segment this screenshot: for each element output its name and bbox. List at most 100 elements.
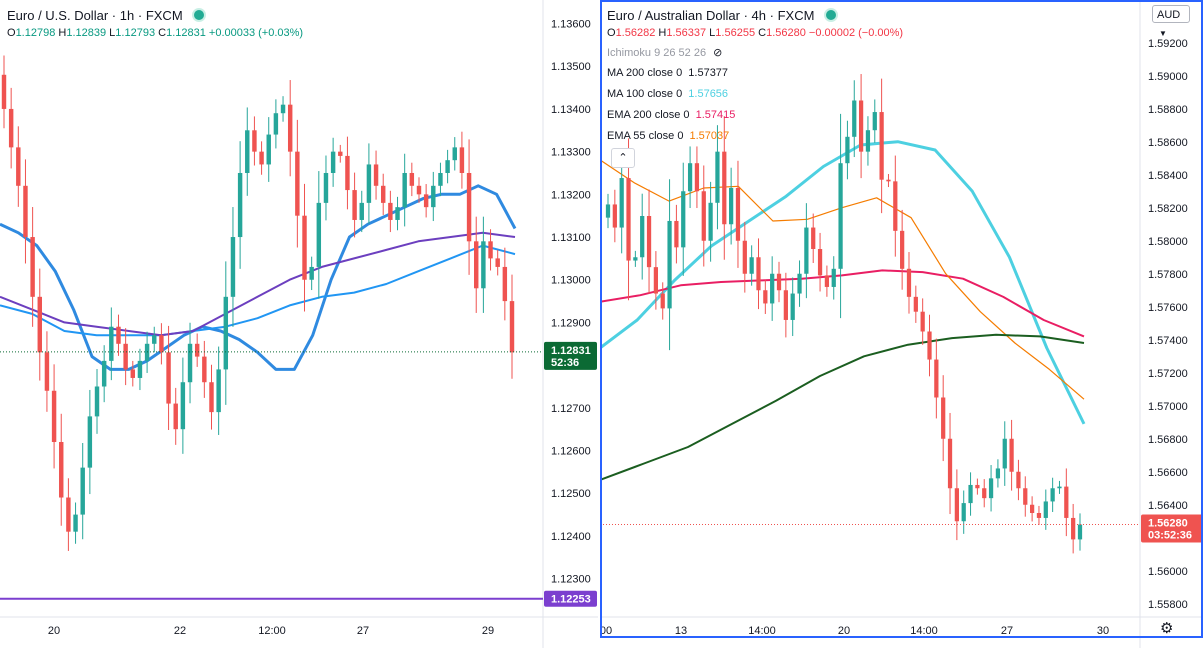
right-chart-canvas[interactable]: 1.59200 1.59000 1.58800 1.58600 1.58400 1.582… <box>600 0 1203 648</box>
candle-body <box>345 155 350 191</box>
candle-body <box>947 438 953 489</box>
right-symbol-header[interactable]: Euro / Australian Dollar · 4h · FXCM <box>607 8 839 23</box>
chevron-up-icon: ⌃ <box>618 152 628 164</box>
countdown-value: 52:36 <box>551 357 579 369</box>
price-tick-label: 1.55800 <box>1148 599 1188 611</box>
candle-body <box>359 202 364 220</box>
candle-body <box>681 191 686 248</box>
candle-body <box>44 352 50 391</box>
indicator-ma100[interactable]: MA 100 close 0 1.57656 <box>607 88 729 100</box>
candle-body <box>1002 438 1007 469</box>
candle-body <box>495 258 500 267</box>
ma-line <box>0 184 517 371</box>
candle-body <box>431 185 436 208</box>
time-tick-label: 29 <box>482 625 494 637</box>
candle-body <box>1057 486 1062 489</box>
candle-body <box>423 194 429 208</box>
candle-body <box>804 227 809 274</box>
time-tick-label: 22 <box>174 625 186 637</box>
left-chart-pane[interactable]: 1.13600 1.13500 1.13400 1.13300 1.13200 1.131… <box>0 0 598 648</box>
candle-body <box>988 478 994 499</box>
candle-body <box>323 172 329 203</box>
price-tick-label: 1.58800 <box>1148 104 1188 116</box>
price-tick-label: 1.57200 <box>1148 368 1188 380</box>
candle-body <box>763 290 768 304</box>
candle-body <box>1043 501 1048 518</box>
candle-body <box>770 273 775 304</box>
candle-body <box>380 185 386 203</box>
candle-body <box>137 360 143 378</box>
candle-body <box>858 100 864 152</box>
price-tick-label: 1.13200 <box>551 189 591 201</box>
candle-body <box>302 215 307 280</box>
market-status-icon <box>192 8 207 22</box>
candle-body <box>612 204 617 228</box>
candle-body <box>640 216 645 258</box>
candle-body <box>509 301 515 353</box>
candle-body <box>1036 513 1042 518</box>
candle-body <box>152 335 157 344</box>
candle-body <box>59 442 64 498</box>
candle-body <box>742 240 747 274</box>
left-timeframe: 1h <box>119 8 135 23</box>
left-chart-canvas[interactable]: 1.13600 1.13500 1.13400 1.13300 1.13200 1.131… <box>0 0 598 648</box>
candle-body <box>879 112 884 180</box>
candle-body <box>388 202 393 220</box>
indicator-ichimoku[interactable]: Ichimoku 9 26 52 26 ⊘ <box>607 47 723 59</box>
gear-icon[interactable]: ⚙ <box>1160 620 1174 637</box>
candle-body <box>797 273 802 294</box>
currency-selector[interactable]: AUD ▼ <box>1152 5 1190 38</box>
candle-body <box>913 296 918 312</box>
time-tick-label: 13 <box>675 625 687 637</box>
candle-body <box>660 293 665 309</box>
candle-body <box>920 311 925 332</box>
time-tick-label: 20 <box>838 625 850 637</box>
indicator-ema55[interactable]: EMA 55 close 0 1.57037 <box>607 130 730 142</box>
ma-line <box>600 140 1086 425</box>
price-tick-label: 1.13600 <box>551 19 591 31</box>
time-tick-label: 20 <box>48 625 60 637</box>
ma-line <box>0 231 516 337</box>
candle-body <box>715 151 720 203</box>
candle-body <box>927 331 932 360</box>
candle-body <box>309 266 314 280</box>
collapse-legend-button[interactable]: ⌃ <box>611 148 635 168</box>
indicator-ma200[interactable]: MA 200 close 0 1.57377 <box>607 67 729 79</box>
candle-body <box>237 172 243 238</box>
candle-body <box>30 237 35 297</box>
candle-body <box>1009 438 1014 472</box>
candle-body <box>123 343 128 370</box>
price-tick-label: 1.13400 <box>551 104 591 116</box>
candle-body <box>402 172 407 208</box>
candle-body <box>37 296 42 353</box>
price-tick-label: 1.56400 <box>1148 500 1188 512</box>
time-tick-label: 27 <box>357 625 369 637</box>
right-chart-pane[interactable]: 1.59200 1.59000 1.58800 1.58600 1.58400 1.582… <box>600 0 1203 648</box>
price-tick-label: 1.59200 <box>1148 38 1188 50</box>
price-tick-label: 1.57800 <box>1148 269 1188 281</box>
candle-body <box>8 108 14 148</box>
price-tick-label: 1.57600 <box>1148 302 1188 314</box>
candle-body <box>209 382 214 413</box>
candle-body <box>694 163 700 192</box>
price-tick-label: 1.57400 <box>1148 335 1188 347</box>
candle-body <box>280 104 286 114</box>
candle-body <box>438 172 443 186</box>
market-status-icon <box>824 8 839 22</box>
indicator-ema200[interactable]: EMA 200 close 0 1.57415 <box>607 109 736 121</box>
candle-body <box>975 484 980 489</box>
candle-body <box>452 147 457 161</box>
eye-hidden-icon[interactable]: ⊘ <box>713 47 723 59</box>
candle-body <box>230 237 236 297</box>
candle-body <box>166 352 171 404</box>
candle-body <box>16 147 21 186</box>
candle-body <box>961 503 966 522</box>
candle-body <box>109 326 114 361</box>
candle-body <box>488 241 493 259</box>
left-symbol-header[interactable]: Euro / U.S. Dollar · 1h · FXCM <box>7 8 207 23</box>
time-tick-label: 14:00 <box>748 625 776 637</box>
candle-body <box>395 207 400 220</box>
candle-body <box>893 181 898 231</box>
candle-body <box>954 488 959 522</box>
price-tick-label: 1.56000 <box>1148 566 1188 578</box>
